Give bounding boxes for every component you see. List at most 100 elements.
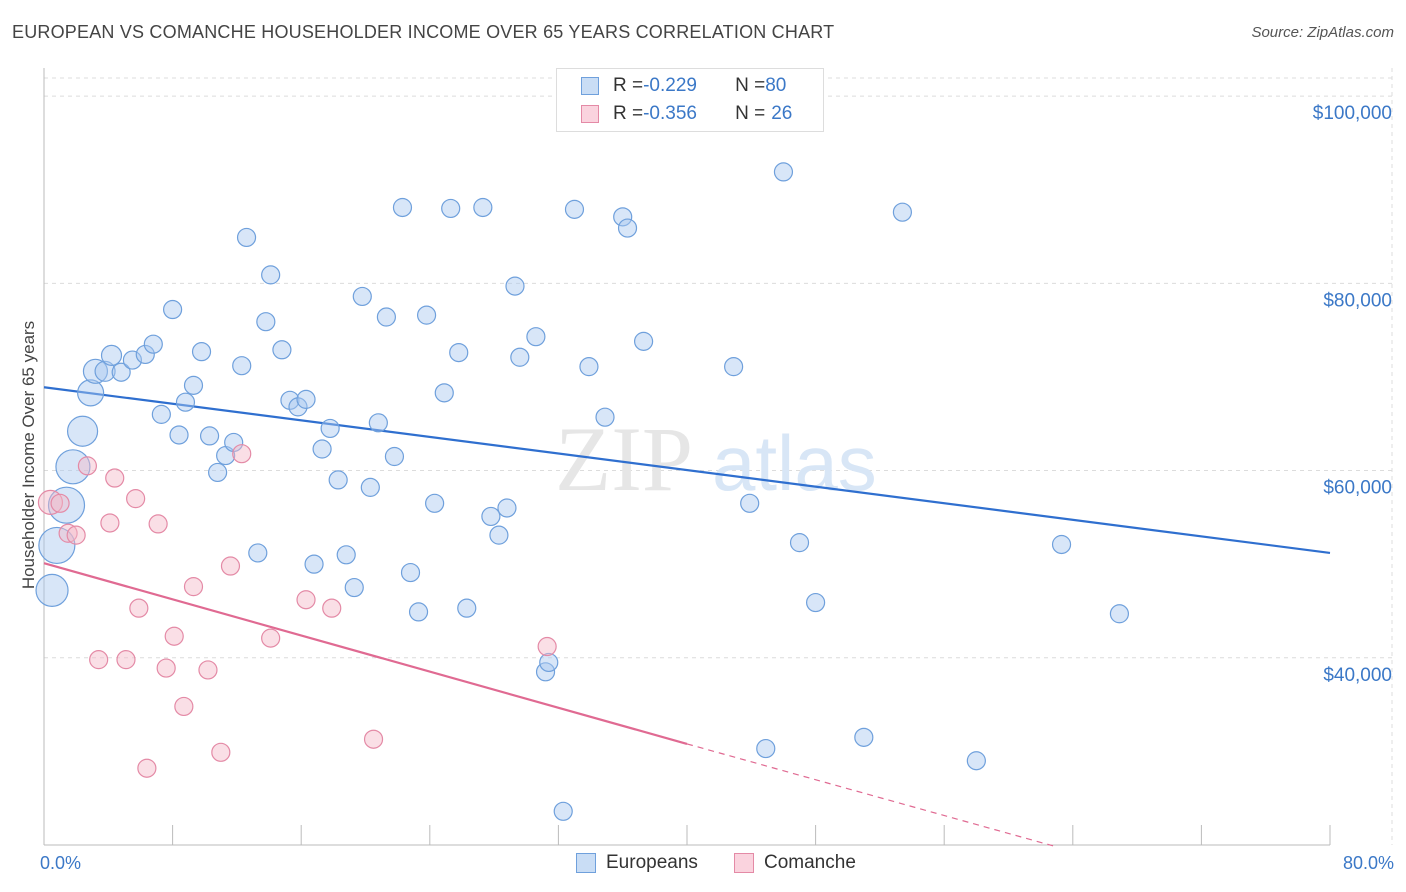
y-tick-label: $60,000 — [1323, 478, 1392, 499]
y-axis-label: Householder Income Over 65 years — [19, 321, 38, 589]
data-point — [199, 426, 220, 446]
legend-n-value: 26 — [771, 103, 793, 124]
data-point — [537, 636, 557, 657]
x-tick-label: 0.0% — [40, 853, 81, 873]
data-point — [392, 197, 413, 218]
data-point — [111, 362, 131, 382]
data-point — [481, 506, 501, 527]
watermark-zip: ZIP — [555, 408, 693, 510]
data-point — [232, 356, 252, 376]
data-point — [94, 360, 116, 382]
data-point — [191, 342, 212, 362]
data-point — [151, 404, 171, 424]
data-point — [416, 305, 437, 325]
trend-line-0 — [43, 386, 1331, 555]
data-point — [35, 573, 69, 607]
series-legend-comanche[interactable]: Comanche — [734, 852, 856, 874]
data-point — [143, 334, 163, 354]
legend-n-label: N = — [735, 103, 766, 124]
data-point — [37, 489, 64, 515]
data-point — [100, 344, 123, 366]
series-label-comanche: Comanche — [764, 852, 856, 873]
data-point — [224, 432, 244, 453]
data-point — [773, 162, 794, 182]
data-point — [1109, 604, 1130, 624]
correlation-legend: R = -0.229 N = 80 R = -0.356 N = 26 — [556, 68, 824, 132]
data-point — [633, 331, 654, 351]
data-point — [312, 439, 332, 459]
data-point — [77, 379, 105, 407]
data-point — [376, 307, 396, 327]
data-point — [344, 577, 364, 598]
data-point — [272, 340, 292, 360]
data-point — [77, 456, 98, 476]
data-point — [328, 470, 348, 490]
data-point — [89, 650, 109, 670]
data-point — [320, 418, 340, 439]
data-point — [183, 577, 204, 597]
data-point — [183, 375, 204, 395]
data-point — [789, 533, 810, 553]
data-point — [261, 265, 281, 285]
data-point — [497, 498, 517, 518]
data-point — [457, 598, 477, 618]
data-point — [137, 758, 157, 778]
legend-n-value: 80 — [765, 75, 787, 96]
data-point — [1051, 534, 1072, 555]
data-point — [129, 598, 149, 618]
legend-row-comanche: R = -0.356 N = 26 — [581, 101, 792, 127]
data-point — [352, 286, 372, 307]
data-point — [169, 425, 189, 445]
legend-r-value: -0.229 — [643, 75, 697, 96]
series-swatch-comanche — [734, 853, 754, 873]
data-point — [408, 602, 429, 622]
data-point — [553, 801, 573, 821]
data-point — [47, 486, 86, 524]
x-tick-label: 80.0% — [1343, 853, 1394, 873]
data-point — [100, 513, 120, 533]
data-point — [66, 415, 99, 447]
data-point — [539, 652, 559, 673]
data-point — [220, 556, 241, 576]
source-note: Source: ZipAtlas.com — [1251, 24, 1394, 41]
data-point — [236, 227, 257, 248]
series-label-europeans: Europeans — [606, 852, 698, 873]
data-point — [740, 493, 760, 513]
watermark: ZIP atlas — [555, 408, 877, 510]
data-point — [175, 392, 196, 412]
axes — [43, 68, 1331, 846]
data-point — [50, 493, 70, 513]
data-point — [126, 489, 146, 509]
data-point — [116, 650, 136, 670]
data-point — [174, 696, 194, 717]
y-tick-label: $100,000 — [1313, 103, 1392, 124]
data-point — [505, 276, 525, 296]
data-point — [510, 347, 530, 367]
data-point — [473, 197, 493, 218]
data-point — [368, 413, 388, 433]
data-point — [425, 493, 445, 513]
data-point — [449, 342, 469, 363]
data-point — [617, 218, 638, 238]
data-point — [526, 327, 546, 347]
data-point — [489, 525, 509, 545]
data-point — [55, 449, 91, 485]
data-point — [854, 727, 874, 747]
data-point — [384, 446, 405, 467]
data-point — [892, 202, 913, 222]
data-point — [441, 198, 461, 219]
legend-r-label: R = — [613, 75, 644, 96]
data-point — [66, 525, 86, 545]
data-point — [400, 562, 421, 583]
data-point — [613, 207, 633, 227]
trend-line-1 — [43, 562, 688, 745]
y-tick-label: $40,000 — [1323, 665, 1392, 686]
tick-labels: $40,000 $60,000 $80,000 $100,000 0.0% 80.0% — [40, 103, 1394, 873]
data-point — [724, 357, 744, 377]
data-point — [148, 514, 168, 534]
series-legend-europeans[interactable]: Europeans — [576, 852, 698, 874]
trend-lines — [43, 386, 1331, 848]
data-point — [579, 357, 599, 377]
data-point — [756, 738, 776, 759]
